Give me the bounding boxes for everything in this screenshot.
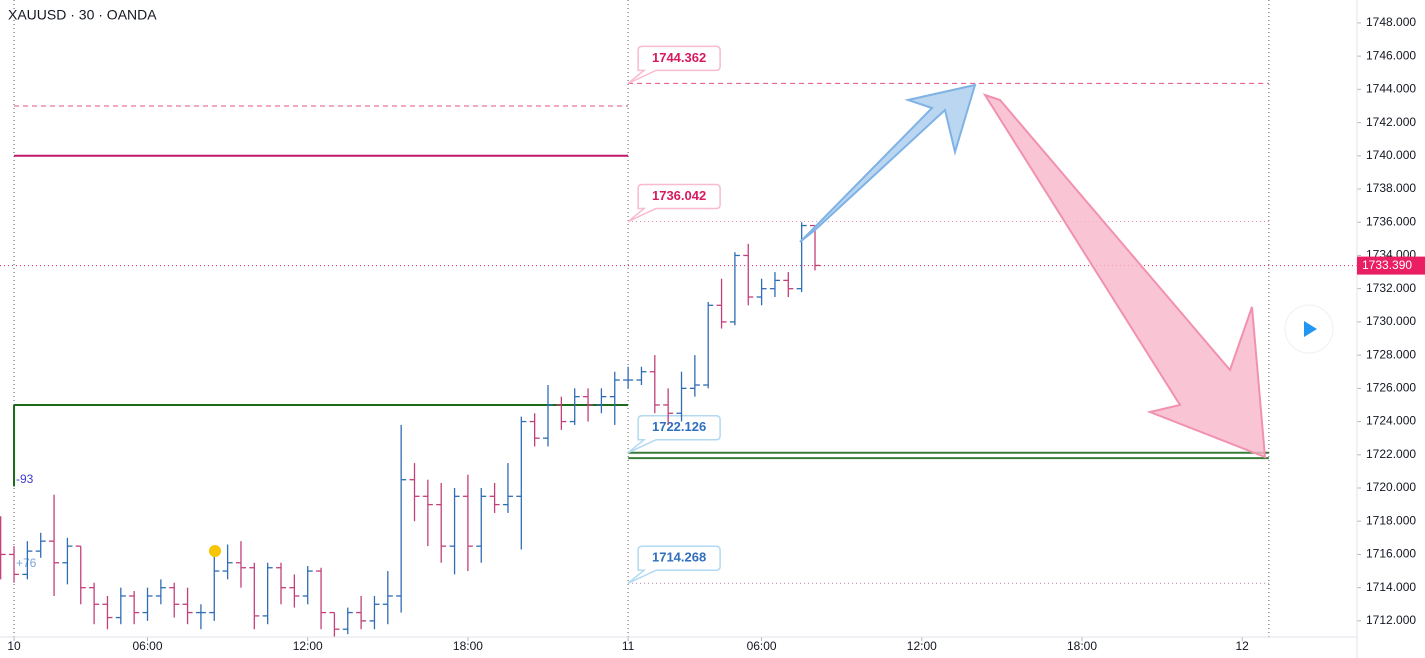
y-tick-label: 1728.000 <box>1366 347 1416 361</box>
callout-label: 1744.362 <box>652 50 706 65</box>
event-marker <box>209 545 221 557</box>
y-tick-label: 1716.000 <box>1366 547 1416 561</box>
y-tick-label: 1742.000 <box>1366 115 1416 129</box>
x-tick-label: 12 <box>1236 639 1250 653</box>
last-price-label: 1733.390 <box>1362 258 1412 272</box>
y-tick-label: 1732.000 <box>1366 281 1416 295</box>
callout-box <box>627 414 721 454</box>
x-tick-label: 10 <box>7 639 21 653</box>
callout-label: 1736.042 <box>652 188 706 203</box>
y-tick-label: 1724.000 <box>1366 414 1416 428</box>
y-tick-label: 1718.000 <box>1366 513 1416 527</box>
annotation: -93 <box>16 472 34 486</box>
y-tick-label: 1720.000 <box>1366 480 1416 494</box>
y-tick-label: 1714.000 <box>1366 580 1416 594</box>
y-tick-label: 1744.000 <box>1366 82 1416 96</box>
down-arrow <box>982 93 1267 459</box>
y-tick-label: 1722.000 <box>1366 447 1416 461</box>
x-tick-label: 12:00 <box>293 639 323 653</box>
callout-box <box>627 183 721 223</box>
y-tick-label: 1748.000 <box>1366 15 1416 29</box>
y-tick-label: 1740.000 <box>1366 148 1416 162</box>
x-tick-label: 12:00 <box>907 639 937 653</box>
x-tick-label: 11 <box>622 639 635 653</box>
x-tick-label: 06:00 <box>747 639 777 653</box>
x-tick-label: 18:00 <box>1067 639 1097 653</box>
up-arrow <box>799 83 977 243</box>
play-icon[interactable] <box>1304 321 1317 337</box>
callout-label: 1714.268 <box>652 550 706 565</box>
callout-box <box>627 45 721 85</box>
y-tick-label: 1738.000 <box>1366 181 1416 195</box>
last-price-tag: 1733.390 <box>1357 256 1425 275</box>
play-button[interactable] <box>1284 304 1334 354</box>
chart-title: XAUUSD · 30 · OANDA <box>8 7 157 23</box>
callout-box <box>627 545 721 584</box>
callout-label: 1722.126 <box>652 419 706 434</box>
annotation: +76 <box>16 556 37 570</box>
x-tick-label: 18:00 <box>453 639 483 653</box>
y-tick-label: 1712.000 <box>1366 613 1416 627</box>
y-tick-label: 1726.000 <box>1366 381 1416 395</box>
y-tick-label: 1746.000 <box>1366 48 1416 62</box>
y-tick-label: 1736.000 <box>1366 214 1416 228</box>
last-price-box <box>1357 256 1425 275</box>
y-tick-label: 1730.000 <box>1366 314 1416 328</box>
x-tick-label: 06:00 <box>132 639 162 653</box>
